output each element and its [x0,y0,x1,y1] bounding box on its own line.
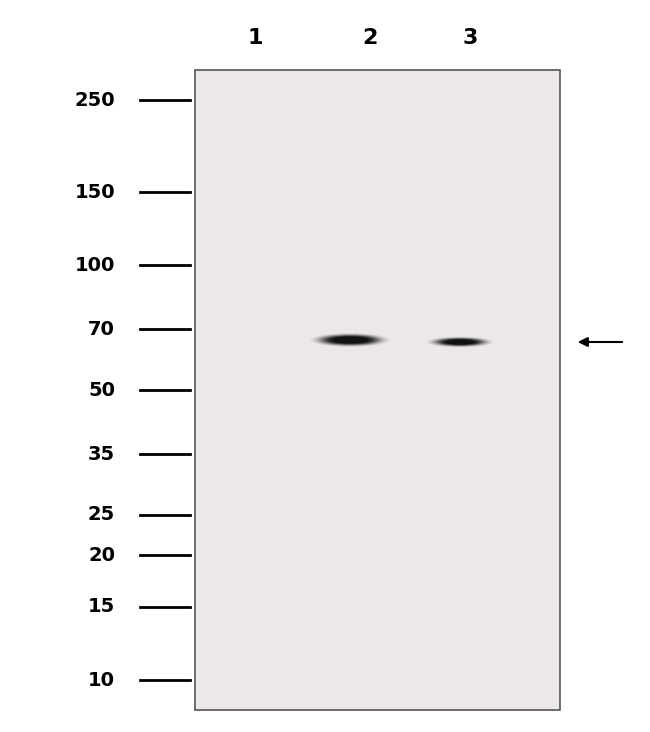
Ellipse shape [330,337,370,343]
Ellipse shape [321,335,379,345]
Ellipse shape [431,337,489,347]
Ellipse shape [344,339,356,341]
Ellipse shape [333,337,367,343]
Ellipse shape [335,337,365,343]
Ellipse shape [451,340,469,343]
Text: 3: 3 [462,28,478,48]
Text: 2: 2 [362,28,378,48]
Text: 15: 15 [88,597,115,616]
Ellipse shape [337,337,363,343]
Text: 25: 25 [88,505,115,524]
Ellipse shape [316,334,384,346]
Text: 250: 250 [74,91,115,110]
Ellipse shape [339,338,361,342]
Text: 10: 10 [88,671,115,690]
Ellipse shape [447,340,474,344]
Ellipse shape [332,337,369,343]
Ellipse shape [318,335,382,346]
Ellipse shape [445,340,474,344]
Ellipse shape [452,341,467,343]
Text: 100: 100 [75,255,115,274]
Ellipse shape [441,339,480,346]
Ellipse shape [443,339,477,345]
Bar [195,70,560,710]
Ellipse shape [454,341,466,343]
Ellipse shape [317,335,383,346]
Text: 50: 50 [88,381,115,400]
Ellipse shape [438,338,482,346]
Ellipse shape [434,338,486,346]
Ellipse shape [441,339,478,345]
Ellipse shape [448,340,473,344]
Ellipse shape [341,338,359,342]
Text: 20: 20 [88,545,115,564]
Text: 35: 35 [88,445,115,464]
Ellipse shape [432,337,488,346]
Ellipse shape [328,336,372,344]
Text: 70: 70 [88,320,115,339]
Text: 150: 150 [74,182,115,201]
Ellipse shape [436,338,484,346]
Text: 1: 1 [247,28,263,48]
Ellipse shape [444,340,476,345]
Ellipse shape [324,335,376,345]
Ellipse shape [320,335,380,346]
Ellipse shape [450,340,470,343]
Ellipse shape [439,339,481,346]
Ellipse shape [449,340,471,344]
Ellipse shape [323,335,377,345]
Ellipse shape [340,338,360,342]
Ellipse shape [343,339,358,341]
Ellipse shape [437,338,483,346]
Ellipse shape [433,337,487,346]
Ellipse shape [327,336,373,344]
Ellipse shape [455,341,465,343]
Ellipse shape [326,336,374,344]
Ellipse shape [314,334,385,346]
Ellipse shape [334,337,366,343]
